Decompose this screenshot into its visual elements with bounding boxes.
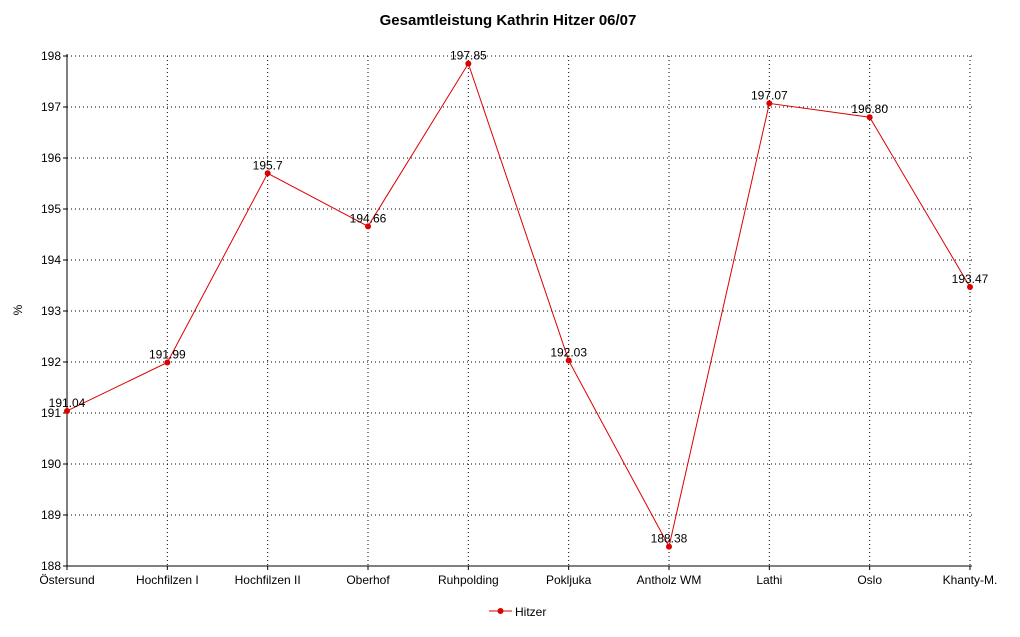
- y-tick-label: 193: [41, 304, 61, 318]
- y-tick-label: 197: [41, 100, 61, 114]
- legend: Hitzer: [489, 605, 546, 619]
- x-tick-label: Lathi: [756, 573, 782, 587]
- data-label: 188.38: [651, 532, 688, 546]
- series-hitzer: [64, 60, 973, 550]
- data-label: 197.85: [450, 49, 487, 63]
- x-tick-label: Ruhpolding: [438, 573, 499, 587]
- y-tick-label: 196: [41, 151, 61, 165]
- y-axis-label: %: [11, 304, 25, 315]
- data-label: 195.7: [253, 158, 283, 172]
- data-label: 194.66: [350, 211, 387, 225]
- data-label: 192.03: [550, 345, 587, 359]
- y-tick-label: 195: [41, 202, 61, 216]
- y-tick-label: 188: [41, 559, 61, 573]
- y-tick-label: 190: [41, 457, 61, 471]
- data-point: [64, 407, 70, 414]
- series-line-hitzer: [66, 62, 971, 549]
- data-point: [666, 543, 672, 550]
- y-tick-label: 189: [41, 508, 61, 522]
- data-point: [465, 60, 472, 67]
- x-tick-label: Khanty-M.: [943, 573, 998, 587]
- y-tick-label: 192: [41, 355, 61, 369]
- grid: [67, 55, 972, 566]
- data-label: 193.47: [952, 272, 989, 286]
- x-tick-label: Hochfilzen II: [235, 573, 301, 587]
- tick-labels: 188 189 190 191 192 193 194 195 196 197 198 Östersu…: [39, 49, 997, 587]
- data-label: 191.99: [149, 348, 186, 362]
- data-point: [264, 170, 271, 177]
- data-point: [766, 100, 773, 107]
- data-point: [866, 114, 873, 121]
- chart-title: Gesamtleistung Kathrin Hitzer 06/07: [380, 12, 637, 29]
- x-tick-label: Antholz WM: [637, 573, 702, 587]
- x-tick-label: Östersund: [39, 573, 94, 587]
- x-tick-label: Oberhof: [346, 573, 390, 587]
- data-labels: 191.04 191.99 195.7 194.66 197.85 192.03 188.3…: [49, 49, 989, 546]
- data-point: [365, 223, 371, 230]
- data-label: 191.04: [49, 396, 86, 410]
- data-label: 196.80: [851, 102, 888, 116]
- axes: [63, 54, 972, 570]
- x-tick-label: Oslo: [857, 573, 882, 587]
- data-point: [967, 284, 973, 291]
- y-tick-label: 191: [41, 406, 61, 420]
- x-tick-label: Hochfilzen I: [136, 573, 199, 587]
- legend-dot-marker: [497, 608, 504, 614]
- legend-label-hitzer: Hitzer: [515, 605, 546, 619]
- data-point: [565, 357, 572, 364]
- y-tick-label: 198: [41, 49, 61, 63]
- x-tick-label: Pokljuka: [546, 573, 592, 587]
- y-tick-label: 194: [41, 253, 61, 267]
- data-point: [164, 359, 171, 366]
- data-label: 197.07: [751, 88, 788, 102]
